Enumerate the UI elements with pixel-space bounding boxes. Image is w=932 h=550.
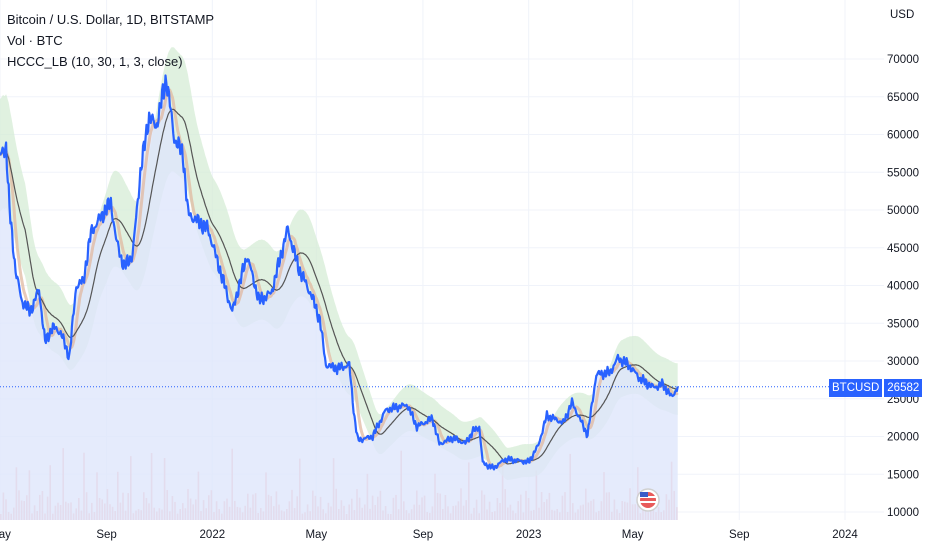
symbol-title[interactable]: Bitcoin / U.S. Dollar, 1D, BITSTAMP [7, 12, 215, 27]
y-tick-label: 35000 [887, 318, 919, 330]
price-axis: 1000015000200002500030000350004000045000… [887, 54, 919, 519]
currency-label[interactable]: USD [890, 9, 915, 21]
x-tick-label: Sep [96, 529, 116, 541]
x-tick-label: 2022 [200, 529, 226, 541]
price-line [0, 74, 679, 471]
y-tick-label: 10000 [887, 507, 919, 519]
y-tick-label: 65000 [887, 92, 919, 104]
y-tick-label: 60000 [887, 130, 919, 142]
time-axis: May Sep 2022 May Sep 2023 May Sep 2024 [0, 529, 858, 541]
x-tick-label: May [622, 529, 644, 541]
y-tick-label: 55000 [887, 167, 919, 179]
y-tick-label: 15000 [887, 469, 919, 481]
x-tick-label: May [0, 529, 11, 541]
x-tick-label: 2024 [832, 529, 858, 541]
y-tick-label: 45000 [887, 243, 919, 255]
volume-legend[interactable]: Vol · BTC [7, 33, 63, 48]
y-tick-label: 30000 [887, 356, 919, 368]
y-tick-label: 70000 [887, 54, 919, 66]
last-price-symbol: BTCUSD [829, 379, 883, 397]
y-tick-label: 20000 [887, 432, 919, 444]
x-tick-label: Sep [729, 529, 749, 541]
chart-legend: Bitcoin / U.S. Dollar, 1D, BITSTAMP Vol … [7, 9, 214, 72]
y-tick-label: 50000 [887, 205, 919, 217]
x-tick-label: May [305, 529, 327, 541]
price-area [0, 75, 678, 520]
x-tick-label: 2023 [516, 529, 542, 541]
us-flag-icon[interactable] [636, 488, 660, 512]
x-tick-label: Sep [413, 529, 433, 541]
last-price-tag: BTCUSD 26582 [829, 379, 923, 397]
indicator-legend[interactable]: HCCC_LB (10, 30, 1, 3, close) [7, 54, 183, 69]
last-price-value: 26582 [884, 379, 923, 397]
y-tick-label: 40000 [887, 281, 919, 293]
